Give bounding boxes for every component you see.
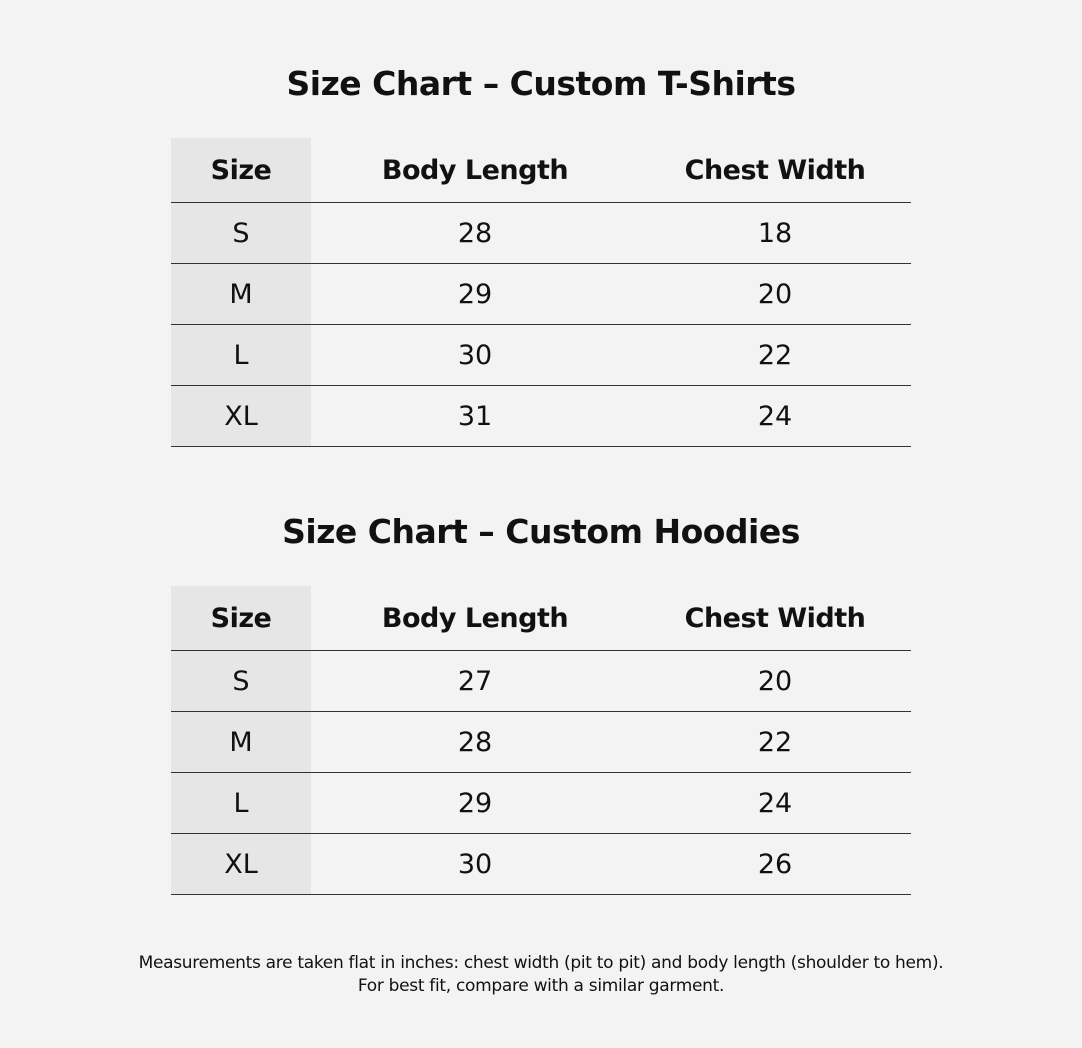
table-row: M 29 20 xyxy=(171,263,911,325)
body-length-cell: 30 xyxy=(311,324,639,386)
table-row: L 29 24 xyxy=(171,772,911,834)
body-length-cell: 28 xyxy=(311,202,639,264)
size-cell: XL xyxy=(171,833,311,895)
hoodie-chart-title: Size Chart – Custom Hoodies xyxy=(282,512,800,551)
size-cell: M xyxy=(171,711,311,773)
size-cell: S xyxy=(171,202,311,264)
footer-line-1: Measurements are taken flat in inches: c… xyxy=(138,953,944,973)
header-row: Size Body Length Chest Width xyxy=(171,586,911,651)
table-row: L 30 22 xyxy=(171,324,911,386)
chest-width-cell: 18 xyxy=(639,202,911,264)
size-cell: L xyxy=(171,324,311,386)
chest-width-cell: 20 xyxy=(639,263,911,325)
hoodie-size-table: Size Body Length Chest Width S 27 20 M 28 22 L 29 2… xyxy=(171,586,911,895)
table-row: XL 30 26 xyxy=(171,833,911,895)
size-cell: L xyxy=(171,772,311,834)
chest-width-cell: 26 xyxy=(639,833,911,895)
table-row: S 27 20 xyxy=(171,650,911,712)
column-header: Size xyxy=(171,586,311,651)
table-row: XL 31 24 xyxy=(171,385,911,447)
size-cell: XL xyxy=(171,385,311,447)
table-row: S 28 18 xyxy=(171,202,911,264)
chest-width-cell: 24 xyxy=(639,772,911,834)
chest-width-cell: 24 xyxy=(639,385,911,447)
tshirt-chart-title: Size Chart – Custom T-Shirts xyxy=(286,64,796,103)
body-length-cell: 29 xyxy=(311,263,639,325)
table-row: M 28 22 xyxy=(171,711,911,773)
body-length-cell: 27 xyxy=(311,650,639,712)
size-cell: S xyxy=(171,650,311,712)
chest-width-cell: 22 xyxy=(639,324,911,386)
chest-width-cell: 20 xyxy=(639,650,911,712)
column-header: Chest Width xyxy=(639,138,911,203)
chest-width-cell: 22 xyxy=(639,711,911,773)
footer-line-2: For best fit, compare with a similar gar… xyxy=(357,976,725,996)
body-length-cell: 28 xyxy=(311,711,639,773)
column-header: Body Length xyxy=(311,138,639,203)
column-header: Size xyxy=(171,138,311,203)
body-length-cell: 30 xyxy=(311,833,639,895)
tshirt-size-table: Size Body Length Chest Width S 28 18 M 29 20 L 30 2… xyxy=(171,138,911,447)
column-header: Body Length xyxy=(311,586,639,651)
size-cell: M xyxy=(171,263,311,325)
column-header: Chest Width xyxy=(639,586,911,651)
header-row: Size Body Length Chest Width xyxy=(171,138,911,203)
body-length-cell: 31 xyxy=(311,385,639,447)
footer-note: Measurements are taken flat in inches: c… xyxy=(0,952,1082,998)
body-length-cell: 29 xyxy=(311,772,639,834)
